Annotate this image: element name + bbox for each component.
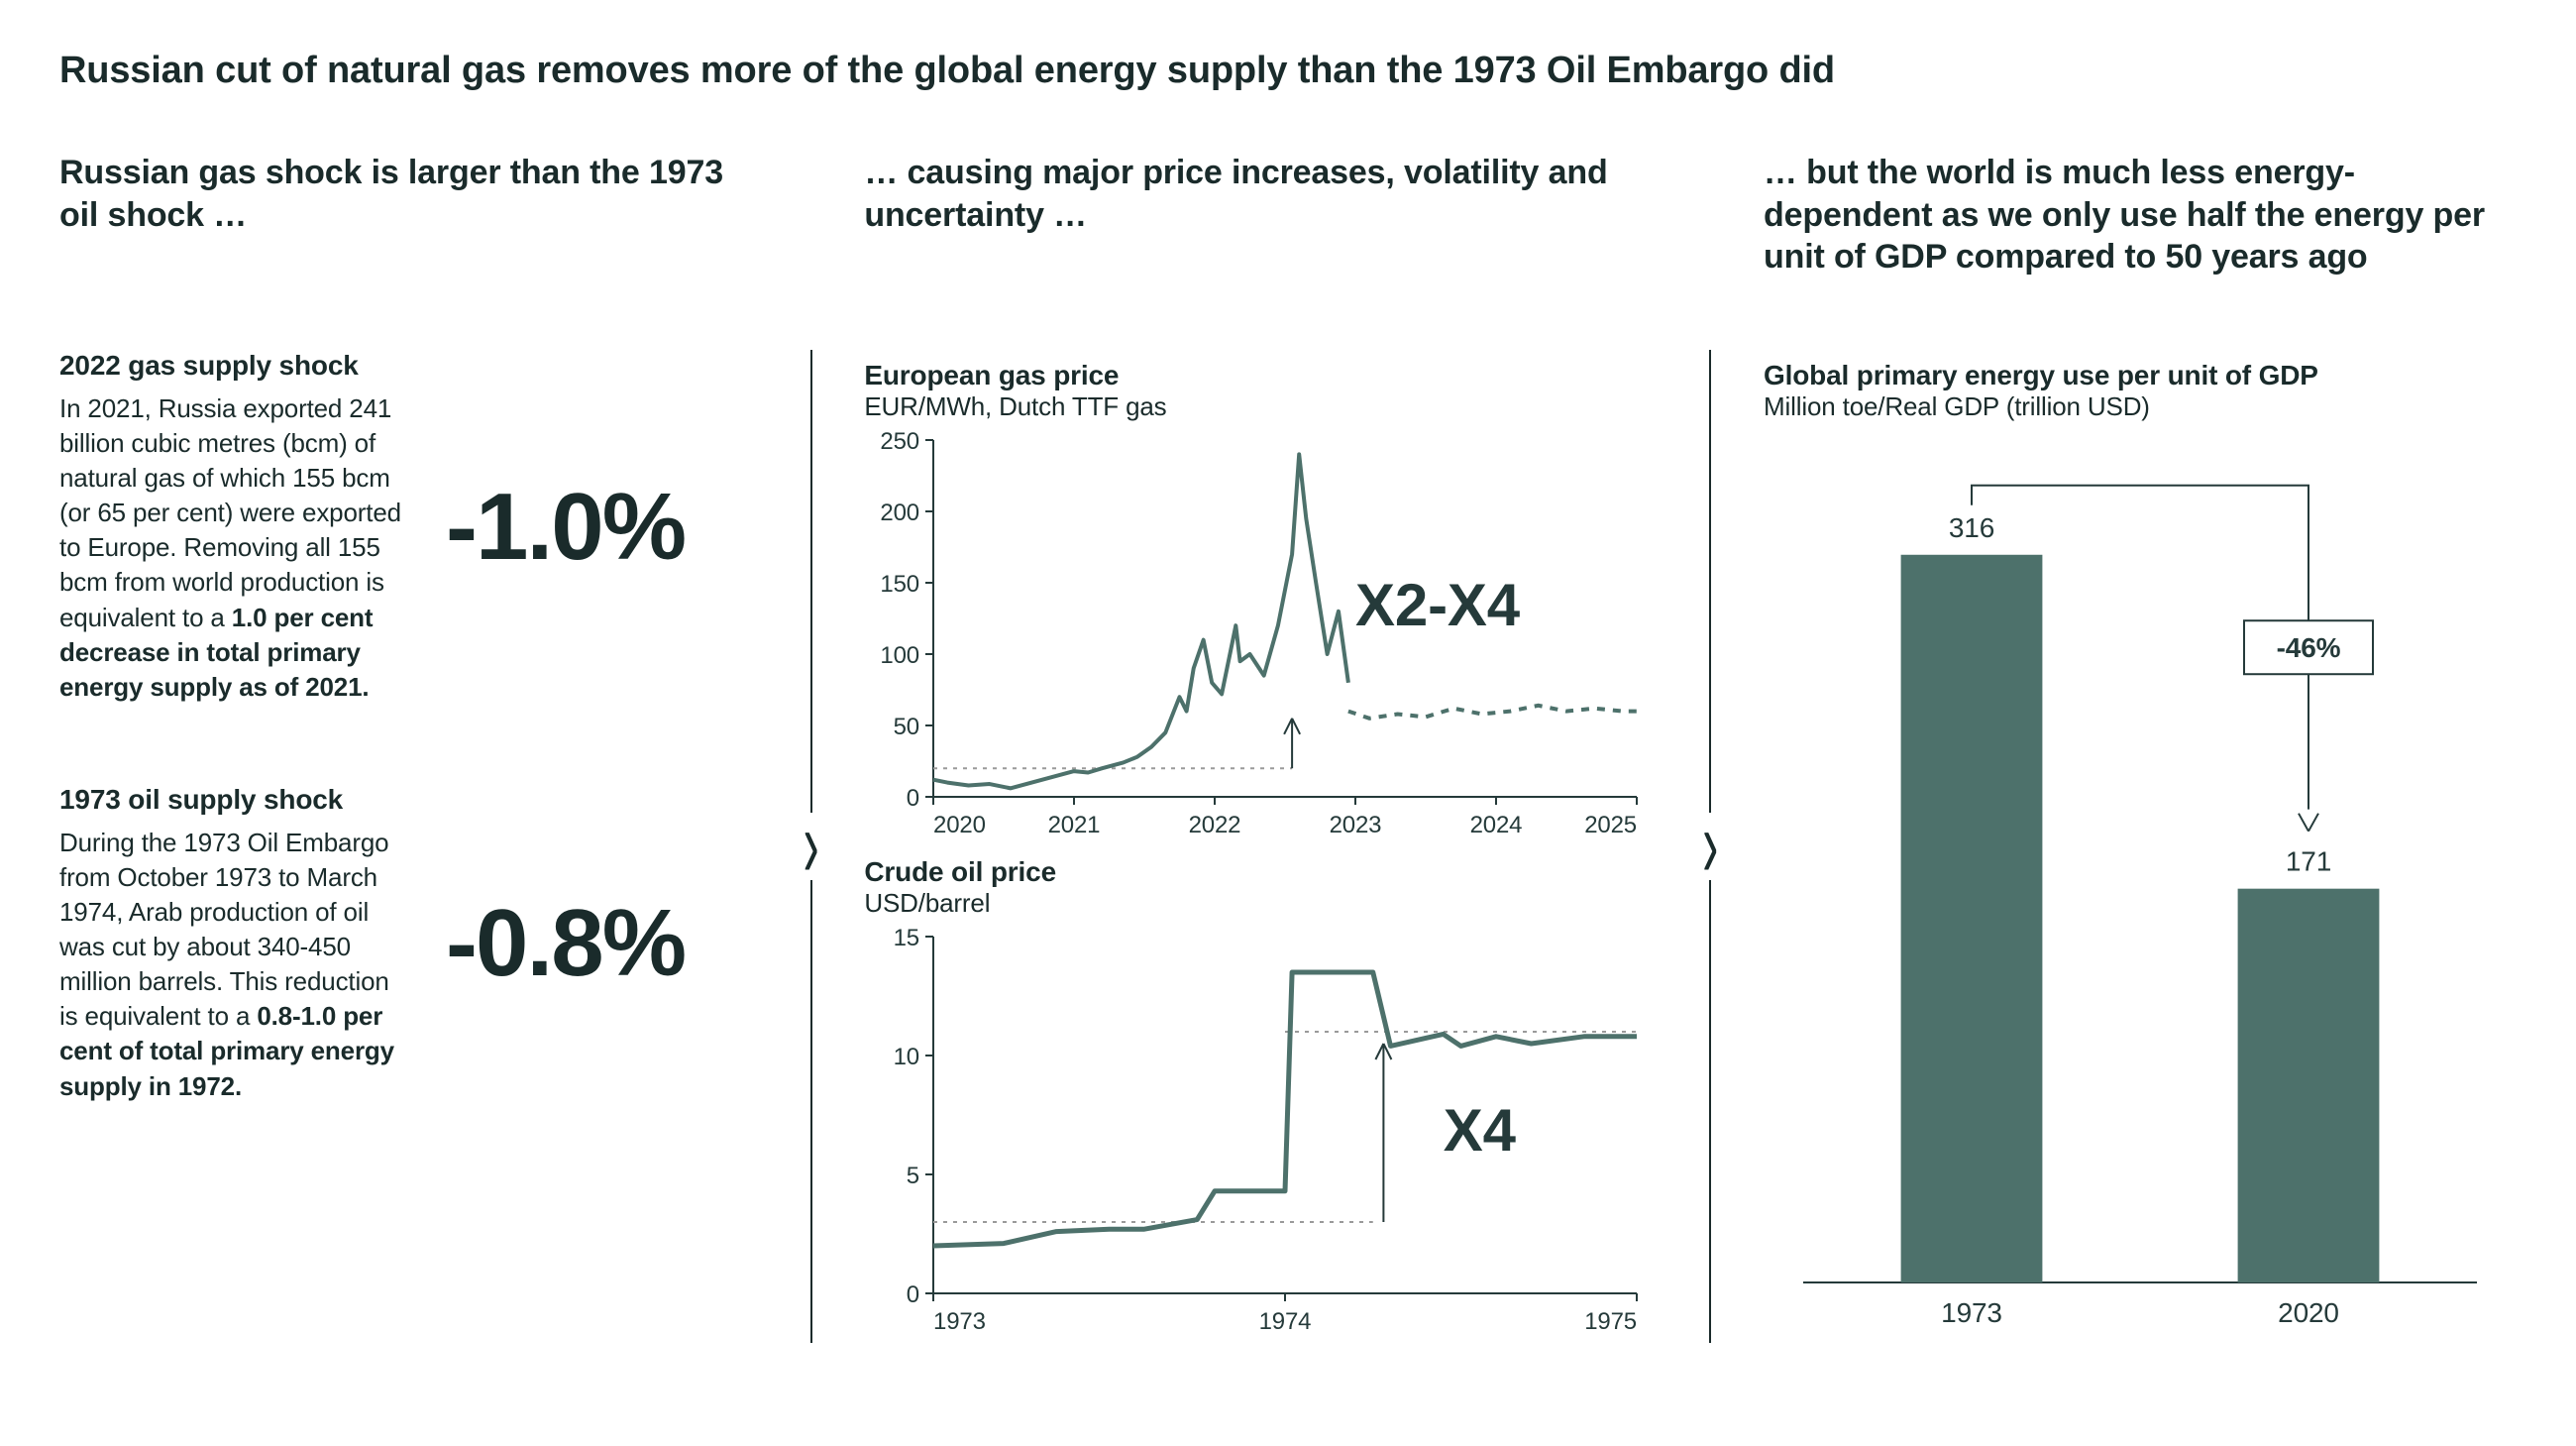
gas-chart-title: European gas price [864, 360, 1657, 391]
svg-text:100: 100 [881, 642, 920, 669]
chevron-right-icon: › [1702, 779, 1718, 914]
shock-1973: 1973 oil supply shock During the 1973 Oi… [59, 784, 758, 1104]
svg-text:2020: 2020 [933, 812, 986, 838]
svg-text:2025: 2025 [1585, 812, 1638, 838]
oil-chart: 0 5 10 15 1973 1974 1975 X4 [864, 927, 1657, 1343]
svg-text:0: 0 [907, 1281, 919, 1308]
svg-text:15: 15 [894, 927, 919, 951]
gas-chart-subtitle: EUR/MWh, Dutch TTF gas [864, 391, 1657, 422]
svg-text:1973: 1973 [1941, 1297, 2002, 1328]
svg-text:1973: 1973 [933, 1308, 986, 1335]
divider-2: › [1657, 152, 1764, 1343]
shock-1973-title: 1973 oil supply shock [59, 784, 406, 816]
chevron-right-icon: › [804, 779, 819, 914]
svg-text:250: 250 [881, 430, 920, 455]
bar-chart-subtitle: Million toe/Real GDP (trillion USD) [1764, 391, 2517, 422]
left-subhead: Russian gas shock is larger than the 197… [59, 152, 758, 350]
svg-text:X2-X4: X2-X4 [1355, 572, 1521, 638]
shock-2022: 2022 gas supply shock In 2021, Russia ex… [59, 350, 758, 705]
svg-text:0: 0 [907, 785, 919, 812]
svg-text:2024: 2024 [1470, 812, 1523, 838]
mid-subhead: … causing major price increases, volatil… [864, 152, 1657, 350]
shock-2022-stat: -1.0% [446, 473, 685, 582]
svg-text:316: 316 [1949, 512, 1994, 543]
col-mid: … causing major price increases, volatil… [864, 152, 1657, 1343]
svg-text:2021: 2021 [1048, 812, 1101, 838]
shock-1973-stat: -0.8% [446, 889, 685, 998]
svg-text:2022: 2022 [1189, 812, 1241, 838]
col-left: Russian gas shock is larger than the 197… [59, 152, 758, 1343]
shock-2022-title: 2022 gas supply shock [59, 350, 406, 382]
col-right: … but the world is much less energy-depe… [1764, 152, 2517, 1343]
gas-chart: 0 50 100 150 200 250 2020 2021 2022 2023 2024 2025 X… [864, 430, 1657, 846]
page-title: Russian cut of natural gas removes more … [59, 50, 2517, 92]
svg-text:1974: 1974 [1259, 1308, 1312, 1335]
svg-text:171: 171 [2286, 846, 2331, 877]
shock-1973-body: During the 1973 Oil Embargo from October… [59, 826, 406, 1104]
bar-chart-title: Global primary energy use per unit of GD… [1764, 360, 2517, 391]
divider-1: › [758, 152, 865, 1343]
svg-text:1975: 1975 [1585, 1308, 1638, 1335]
svg-text:10: 10 [894, 1044, 919, 1070]
bar-chart: 316 1973 171 2020 -46% [1764, 430, 2517, 1342]
svg-text:-46%: -46% [2277, 632, 2341, 663]
columns: Russian gas shock is larger than the 197… [59, 152, 2517, 1343]
svg-text:2020: 2020 [2278, 1297, 2339, 1328]
svg-text:2023: 2023 [1330, 812, 1382, 838]
svg-text:X4: X4 [1444, 1097, 1517, 1164]
right-subhead: … but the world is much less energy-depe… [1764, 152, 2517, 350]
svg-text:50: 50 [894, 714, 919, 740]
svg-text:200: 200 [881, 500, 920, 526]
svg-text:5: 5 [907, 1163, 919, 1189]
svg-text:150: 150 [881, 571, 920, 598]
shock-2022-body: In 2021, Russia exported 241 billion cub… [59, 391, 406, 705]
oil-chart-title: Crude oil price [864, 856, 1657, 888]
oil-chart-subtitle: USD/barrel [864, 888, 1657, 919]
shock-2022-body-plain: In 2021, Russia exported 241 billion cub… [59, 393, 401, 632]
